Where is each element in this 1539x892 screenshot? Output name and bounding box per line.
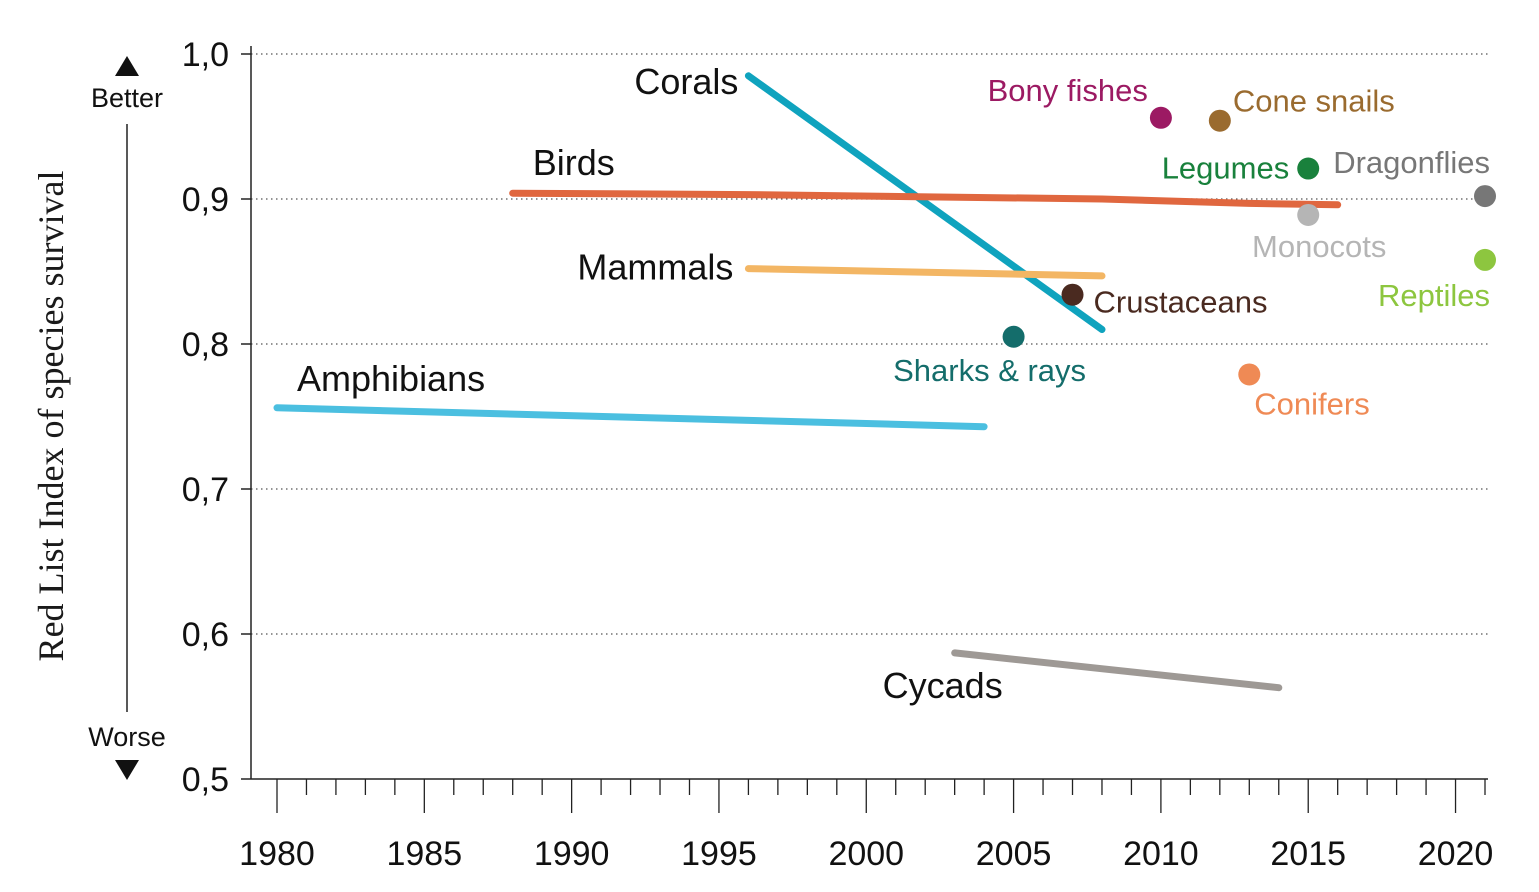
point-monocots — [1297, 203, 1320, 226]
point-label-dragonflies: Dragonflies — [1333, 145, 1490, 180]
series-label-birds: Birds — [533, 142, 615, 183]
x-tick-label: 1980 — [239, 835, 315, 873]
point-label-sharks-rays: Sharks & rays — [893, 353, 1086, 388]
y-tick-label: 0,6 — [182, 616, 229, 654]
series-line-birds — [509, 189, 1342, 209]
y-ticks-layer: 0,5 0,6 0,7 0,8 0,9 1,0 — [182, 36, 251, 799]
series-label-cycads: Cycads — [883, 665, 1003, 706]
y-tick-label: 0,5 — [182, 761, 229, 799]
better-label: Better — [91, 83, 163, 113]
x-tick-label: 2020 — [1418, 835, 1494, 873]
series-label-corals: Corals — [634, 61, 738, 102]
point-label-legumes: Legumes — [1162, 151, 1290, 186]
point-cone-snails — [1208, 109, 1231, 132]
labels-layer: Corals Birds Mammals Amphibians Cycads Bony f… — [297, 61, 1490, 706]
point-label-monocots: Monocots — [1252, 229, 1386, 264]
x-tick-label: 1995 — [681, 835, 757, 873]
down-arrow-icon — [115, 760, 139, 780]
x-tick-label: 1985 — [386, 835, 462, 873]
point-sharks-rays — [1002, 325, 1025, 348]
point-label-conifers: Conifers — [1254, 386, 1369, 421]
point-label-reptiles: Reptiles — [1378, 278, 1490, 313]
series-line-mammals — [744, 265, 1106, 280]
point-label-crustaceans: Crustaceans — [1094, 285, 1268, 320]
x-tick-label: 2015 — [1270, 835, 1346, 873]
point-reptiles — [1474, 248, 1496, 271]
x-ticks-layer: 1980 1985 1990 1995 2000 2005 2010 2015 2020 — [239, 779, 1493, 873]
x-tick-label: 2005 — [976, 835, 1052, 873]
y-tick-label: 1,0 — [182, 36, 229, 74]
point-label-cone-snails: Cone snails — [1233, 84, 1395, 119]
series-line-corals — [744, 72, 1106, 333]
y-tick-label: 0,9 — [182, 181, 229, 219]
x-tick-label: 1990 — [534, 835, 610, 873]
series-line-cycads — [951, 649, 1283, 692]
point-conifers — [1238, 363, 1261, 386]
y-tick-label: 0,8 — [182, 326, 229, 364]
point-label-bony-fishes: Bony fishes — [988, 73, 1148, 108]
point-dragonflies — [1474, 185, 1496, 208]
series-label-amphibians: Amphibians — [297, 358, 485, 399]
y-tick-label: 0,7 — [182, 471, 229, 509]
series-line-amphibians — [273, 404, 988, 431]
y-axis-label: Red List Index of species survival — [31, 171, 71, 662]
x-tick-label: 2000 — [828, 835, 904, 873]
points-layer — [1002, 106, 1496, 386]
worse-label: Worse — [88, 722, 166, 752]
axes-layer — [250, 46, 1488, 780]
series-layer — [273, 72, 1342, 692]
point-crustaceans — [1061, 283, 1084, 306]
up-arrow-icon — [115, 56, 139, 76]
point-legumes — [1297, 157, 1320, 180]
x-tick-label: 2010 — [1123, 835, 1199, 873]
point-bony-fishes — [1149, 106, 1172, 129]
series-label-mammals: Mammals — [577, 247, 733, 288]
grid-layer — [251, 53, 1488, 635]
